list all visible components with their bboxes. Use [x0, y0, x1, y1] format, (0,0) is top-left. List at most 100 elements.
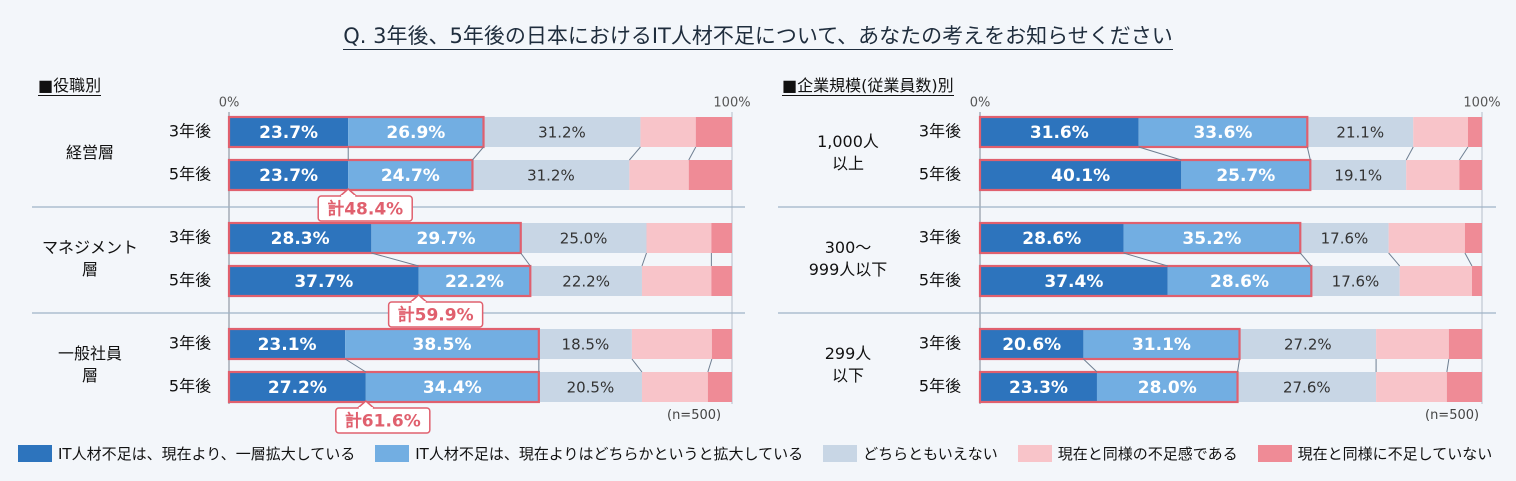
bar-segment-0-1-1-2 — [530, 266, 642, 296]
bar-segment-0-1-0-3 — [646, 223, 712, 253]
bar-segment-1-0-1-1 — [1181, 160, 1311, 190]
bar-segment-0-2-1-4 — [707, 372, 732, 402]
bar-label-1-1-0-0: 28.6% — [1022, 229, 1081, 249]
bar-segment-0-1-1-1 — [418, 266, 531, 296]
bar-segment-1-0-1-0 — [980, 160, 1182, 190]
legend-label-1: IT人材不足は、現在より、一層拡大している — [58, 444, 356, 463]
group-label-1-1-1: 999人以下 — [809, 260, 888, 279]
axis-label-0-panel-1: 0% — [970, 96, 991, 111]
connector-0-1-2 — [641, 252, 647, 267]
bar-label-0-0-1-2: 31.2% — [527, 167, 575, 185]
total-badge-mask-0-2 — [358, 407, 373, 410]
highlight-box-1-1-1 — [978, 264, 1313, 298]
legend-swatch-5 — [1257, 444, 1292, 462]
bar-segment-1-0-0-4 — [1467, 117, 1482, 147]
axis-label-100-panel-0: 100% — [713, 96, 750, 111]
highlight-box-1-1-0 — [978, 221, 1302, 255]
group-label-1-0-0: 1,000人 — [817, 132, 879, 151]
bar-segment-0-0-0-1 — [348, 117, 484, 147]
connector-0-0-2 — [629, 146, 641, 161]
bar-label-1-2-0-1: 31.1% — [1132, 335, 1191, 355]
bar-label-0-1-1-2: 22.2% — [562, 273, 610, 291]
bar-label-0-1-0-2: 25.0% — [560, 230, 608, 248]
connector-0-2-3 — [707, 358, 713, 373]
bar-label-0-2-1-2: 20.5% — [567, 379, 615, 397]
axis-label-0-panel-0: 0% — [219, 96, 240, 111]
bar-segment-1-0-1-3 — [1406, 160, 1460, 190]
bar-segment-1-2-1-0 — [980, 372, 1097, 402]
bar-label-0-2-1-1: 34.4% — [423, 378, 482, 398]
connector-0-1-0 — [371, 252, 419, 267]
bar-segment-1-2-1-1 — [1096, 372, 1238, 402]
bar-segment-1-0-0-0 — [980, 117, 1139, 147]
n-note-company-size: (n=500) — [1425, 408, 1480, 423]
connector-1-2-1 — [1237, 358, 1241, 373]
bar-segment-0-2-1-2 — [538, 372, 642, 402]
group-label-1-0-1: 以上 — [832, 154, 864, 173]
total-badge-label-0-1: 計59.9% — [398, 305, 474, 326]
connector-0-2-2 — [631, 358, 643, 373]
bar-segment-1-1-0-4 — [1464, 223, 1482, 253]
bar-segment-1-0-0-2 — [1307, 117, 1414, 147]
bar-label-0-2-0-0: 23.1% — [258, 335, 317, 355]
section-title-company-size: ■企業規模(従業員数)別 — [782, 76, 954, 96]
connector-1-0-3 — [1458, 146, 1469, 161]
group-label-1-1-0: 300～ — [825, 238, 872, 257]
bar-label-0-0-1-0: 23.7% — [259, 166, 318, 186]
group-label-0-1-1: 層 — [82, 260, 98, 279]
bar-label-0-0-0-2: 31.2% — [538, 124, 586, 142]
bar-segment-0-0-0-3 — [640, 117, 696, 147]
bar-segment-1-2-0-3 — [1376, 329, 1449, 359]
bar-segment-1-1-0-0 — [980, 223, 1124, 253]
bar-label-0-1-0-1: 29.7% — [417, 229, 476, 249]
bar-label-0-0-0-1: 26.9% — [386, 123, 445, 143]
bar-label-1-1-0-2: 17.6% — [1321, 230, 1369, 248]
row-label-1-1-0: 3年後 — [919, 228, 961, 247]
bar-segment-0-2-0-4 — [711, 329, 732, 359]
legend-label-4: 現在と同様の不足感である — [1057, 444, 1238, 463]
bar-segment-1-1-1-1 — [1167, 266, 1312, 296]
bar-segment-1-2-1-4 — [1446, 372, 1482, 402]
legend-swatch-1 — [18, 444, 52, 462]
row-label-1-1-1: 5年後 — [919, 271, 961, 290]
bar-segment-1-2-0-1 — [1083, 329, 1240, 359]
highlight-box-1-0-0 — [978, 115, 1309, 149]
bar-label-1-1-1-2: 17.6% — [1332, 273, 1380, 291]
bar-segment-0-0-0-2 — [483, 117, 641, 147]
highlight-box-1-2-0 — [978, 327, 1241, 361]
bar-segment-0-1-1-3 — [641, 266, 712, 296]
connector-1-2-3 — [1446, 358, 1450, 373]
bar-segment-1-2-1-3 — [1376, 372, 1447, 402]
bar-label-1-2-1-0: 23.3% — [1009, 378, 1068, 398]
bar-segment-0-0-1-0 — [229, 160, 349, 190]
bar-segment-1-0-0-3 — [1413, 117, 1468, 147]
bar-segment-0-2-0-1 — [345, 329, 539, 359]
bar-segment-0-1-0-0 — [229, 223, 372, 253]
total-badge-mask-0-1 — [411, 301, 426, 304]
row-label-1-2-0: 3年後 — [919, 334, 961, 353]
bar-segment-0-0-1-1 — [348, 160, 473, 190]
group-label-0-2-1: 層 — [82, 366, 98, 385]
bar-segment-0-0-1-4 — [688, 160, 732, 190]
connector-1-0-2 — [1405, 146, 1414, 161]
bar-segment-1-0-0-1 — [1138, 117, 1308, 147]
row-label-0-0-0: 3年後 — [169, 122, 211, 141]
connector-1-1-0 — [1123, 252, 1168, 267]
bar-segment-1-2-1-2 — [1237, 372, 1377, 402]
bar-segment-0-2-0-0 — [229, 329, 346, 359]
total-badge-0-0 — [317, 195, 413, 222]
connector-0-0-3 — [688, 146, 697, 161]
bar-segment-1-1-1-4 — [1471, 266, 1482, 296]
connector-1-1-2 — [1388, 252, 1401, 267]
bar-segment-1-2-0-2 — [1239, 329, 1377, 359]
axis-label-100-panel-1: 100% — [1463, 96, 1500, 111]
bar-label-0-2-0-2: 18.5% — [562, 336, 610, 354]
bar-label-0-2-0-1: 38.5% — [413, 335, 472, 355]
bar-label-1-0-1-2: 19.1% — [1334, 167, 1382, 185]
highlight-box-0-2-0 — [227, 327, 540, 361]
bar-segment-0-1-0-2 — [520, 223, 647, 253]
bar-segment-0-1-0-1 — [371, 223, 521, 253]
total-badge-label-0-0: 計48.4% — [327, 199, 403, 220]
connector-0-0-1 — [472, 146, 484, 161]
